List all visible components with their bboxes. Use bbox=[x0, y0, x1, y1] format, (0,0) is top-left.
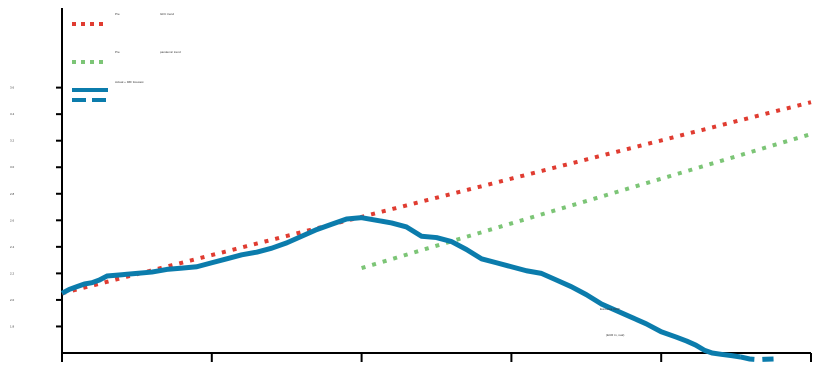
y-ticks: 1.8 2.0 2.2 2.4 2.6 2.8 3.0 3.2 3.4 3.6 bbox=[10, 86, 62, 328]
series-line-post_gfc bbox=[361, 132, 812, 270]
y-tick-label: 1.8 bbox=[10, 324, 15, 328]
legend-item-post_gfc: Pre pandemic trend bbox=[72, 50, 181, 64]
legend-label: Pre bbox=[115, 12, 120, 16]
legend-label: Actual + IMF forecast bbox=[115, 80, 144, 84]
axes: 1.8 2.0 2.2 2.4 2.6 2.8 3.0 3.2 3.4 3.6 bbox=[10, 8, 812, 362]
series-layer bbox=[60, 100, 812, 363]
y-tick-label: 2.0 bbox=[10, 298, 15, 302]
y-tick-label: 2.6 bbox=[10, 218, 15, 222]
y-tick-label: 2.2 bbox=[10, 271, 15, 275]
series-line-actual-forecast bbox=[740, 354, 774, 363]
legend-item-actual: Actual + IMF forecast bbox=[72, 80, 144, 102]
legend-label-secondary: pandemic trend bbox=[160, 50, 181, 54]
legend-label: Pre bbox=[115, 50, 120, 54]
y-tick-label: 3.6 bbox=[10, 86, 15, 90]
legend-label-secondary: GFC trend bbox=[160, 12, 174, 16]
legend: Pre GFC trend Pre pandemic trend Actual + IM… bbox=[72, 12, 181, 102]
x-ticks bbox=[61, 353, 812, 362]
y-tick-label: 2.8 bbox=[10, 192, 15, 196]
series-line-actual bbox=[60, 215, 741, 360]
series-line-pre_gfc bbox=[61, 100, 812, 296]
y-tick-label: 3.2 bbox=[10, 139, 15, 143]
y-tick-label: 3.0 bbox=[10, 165, 15, 169]
annotation-units: (EUR tn, real) bbox=[606, 333, 624, 337]
annotations: Euroarea GDP (EUR tn, real) bbox=[600, 307, 624, 337]
legend-item-pre_gfc: Pre GFC trend bbox=[72, 12, 174, 26]
y-tick-label: 3.4 bbox=[10, 112, 15, 116]
y-tick-label: 2.4 bbox=[10, 245, 15, 249]
annotation-title: Euroarea GDP bbox=[600, 307, 620, 311]
